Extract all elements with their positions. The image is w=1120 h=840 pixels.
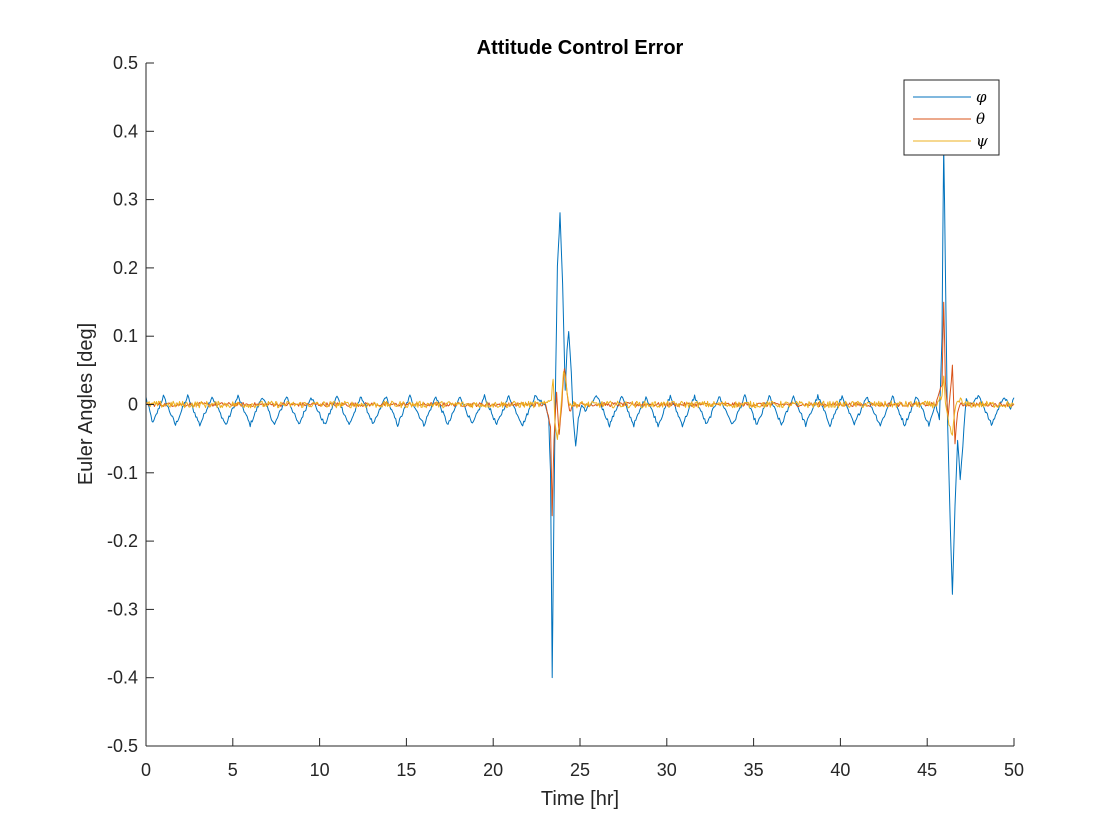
y-tick-label: -0.4 — [107, 668, 138, 688]
x-tick-label: 5 — [228, 760, 238, 780]
y-tick-label: -0.3 — [107, 599, 138, 619]
y-tick-label: -0.1 — [107, 463, 138, 483]
x-tick-label: 30 — [657, 760, 677, 780]
series-line-3 — [145, 371, 1015, 440]
x-tick-label: 15 — [396, 760, 416, 780]
legend: φθψ — [903, 79, 1000, 156]
y-tick-label: -0.5 — [107, 736, 138, 756]
y-axis-label: Euler Angles [deg] — [75, 323, 97, 485]
x-tick-label: 50 — [1004, 760, 1024, 780]
y-tick-label: 0.1 — [113, 326, 138, 346]
x-tick-label: 10 — [310, 760, 330, 780]
series-layer — [145, 145, 1015, 679]
y-tick-label: 0.3 — [113, 190, 138, 210]
y-tick-label: 0.4 — [113, 121, 138, 141]
x-axis-label: Time [hr] — [541, 788, 619, 810]
x-tick-label: 25 — [570, 760, 590, 780]
y-ticks: -0.5 -0.4 -0.3 -0.2 -0.1 0 0.1 0.2 0.3 0.4 0.5 — [107, 53, 154, 756]
x-tick-label: 0 — [141, 760, 151, 780]
y-tick-label: 0.5 — [113, 53, 138, 73]
chart-title: Attitude Control Error — [477, 37, 684, 59]
legend-label-3: ψ — [976, 132, 988, 150]
legend-box — [903, 79, 1000, 156]
x-tick-label: 35 — [744, 760, 764, 780]
x-tick-label: 45 — [917, 760, 937, 780]
x-tick-label: 40 — [830, 760, 850, 780]
legend-label-1: φ — [976, 88, 987, 106]
y-tick-label: 0 — [128, 395, 138, 415]
y-tick-label: 0.2 — [113, 258, 138, 278]
x-tick-label: 20 — [483, 760, 503, 780]
legend-label-2: θ — [976, 110, 985, 128]
y-tick-label: -0.2 — [107, 531, 138, 551]
x-ticks: 0 5 10 15 20 25 30 35 40 45 50 — [141, 738, 1024, 780]
